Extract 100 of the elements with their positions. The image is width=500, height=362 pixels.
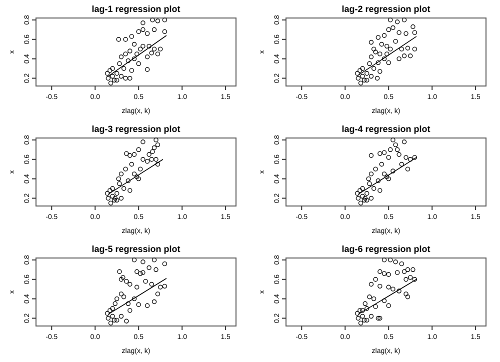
point (390, 286, 396, 292)
point (132, 56, 137, 62)
point (394, 147, 400, 152)
point (132, 296, 137, 302)
point (362, 301, 368, 306)
point (136, 29, 141, 34)
point (143, 278, 148, 284)
point (373, 50, 378, 54)
point (134, 52, 140, 56)
point (124, 318, 129, 324)
point (354, 71, 360, 76)
point (106, 316, 111, 321)
point (399, 46, 404, 52)
point (376, 178, 381, 184)
point (118, 172, 124, 176)
point (360, 66, 365, 71)
point (134, 284, 140, 290)
point (154, 267, 158, 272)
point (379, 162, 384, 167)
point (104, 71, 110, 76)
point (140, 27, 146, 32)
point (146, 265, 152, 270)
point (118, 277, 124, 282)
point (144, 31, 150, 36)
point (386, 27, 391, 32)
point (378, 316, 382, 321)
point (118, 314, 124, 319)
point (104, 191, 110, 196)
point (152, 258, 157, 262)
point (140, 270, 146, 275)
point (112, 78, 117, 83)
point (399, 162, 404, 167)
point (405, 294, 410, 300)
point (364, 191, 370, 196)
point (114, 318, 120, 323)
point (108, 320, 114, 326)
point (362, 78, 367, 83)
point (138, 166, 143, 172)
point (124, 278, 129, 284)
point (128, 48, 132, 54)
point (402, 269, 407, 274)
point (412, 277, 418, 282)
point (378, 69, 382, 74)
point (378, 151, 382, 156)
point (132, 172, 137, 176)
point (368, 74, 374, 79)
point (134, 174, 140, 180)
point (118, 54, 124, 60)
point (386, 272, 391, 277)
point (106, 76, 111, 81)
point (110, 186, 115, 191)
point (106, 196, 111, 201)
point (149, 157, 154, 162)
point (364, 71, 370, 76)
point (368, 196, 374, 201)
point (412, 30, 418, 35)
point (378, 52, 382, 56)
point (126, 178, 131, 184)
point (110, 194, 115, 199)
point (368, 54, 374, 60)
point (155, 18, 160, 24)
point (118, 74, 124, 79)
point (399, 261, 404, 266)
point (108, 188, 112, 193)
point (136, 176, 141, 182)
point (405, 267, 410, 272)
point (114, 198, 120, 203)
point (155, 142, 160, 148)
point (136, 302, 141, 307)
point (123, 37, 128, 42)
point (393, 142, 398, 148)
point (116, 37, 121, 42)
point (114, 191, 120, 196)
point (128, 188, 132, 193)
point (371, 186, 376, 191)
point (150, 18, 155, 22)
point (364, 306, 370, 311)
point (362, 318, 367, 323)
point (114, 71, 120, 76)
point (360, 314, 365, 319)
point (412, 155, 418, 160)
point (373, 304, 378, 309)
point (104, 311, 110, 316)
point (378, 284, 382, 289)
point (358, 68, 362, 73)
point (388, 18, 393, 22)
point (117, 269, 122, 274)
point (396, 56, 402, 62)
point (356, 196, 361, 201)
point (367, 181, 372, 186)
point (123, 166, 128, 172)
point (128, 308, 132, 313)
point (394, 20, 400, 24)
point (390, 25, 396, 30)
point (404, 155, 408, 160)
point (376, 35, 381, 40)
point (162, 261, 168, 266)
point (367, 61, 372, 66)
point (152, 27, 157, 32)
point (368, 314, 374, 319)
